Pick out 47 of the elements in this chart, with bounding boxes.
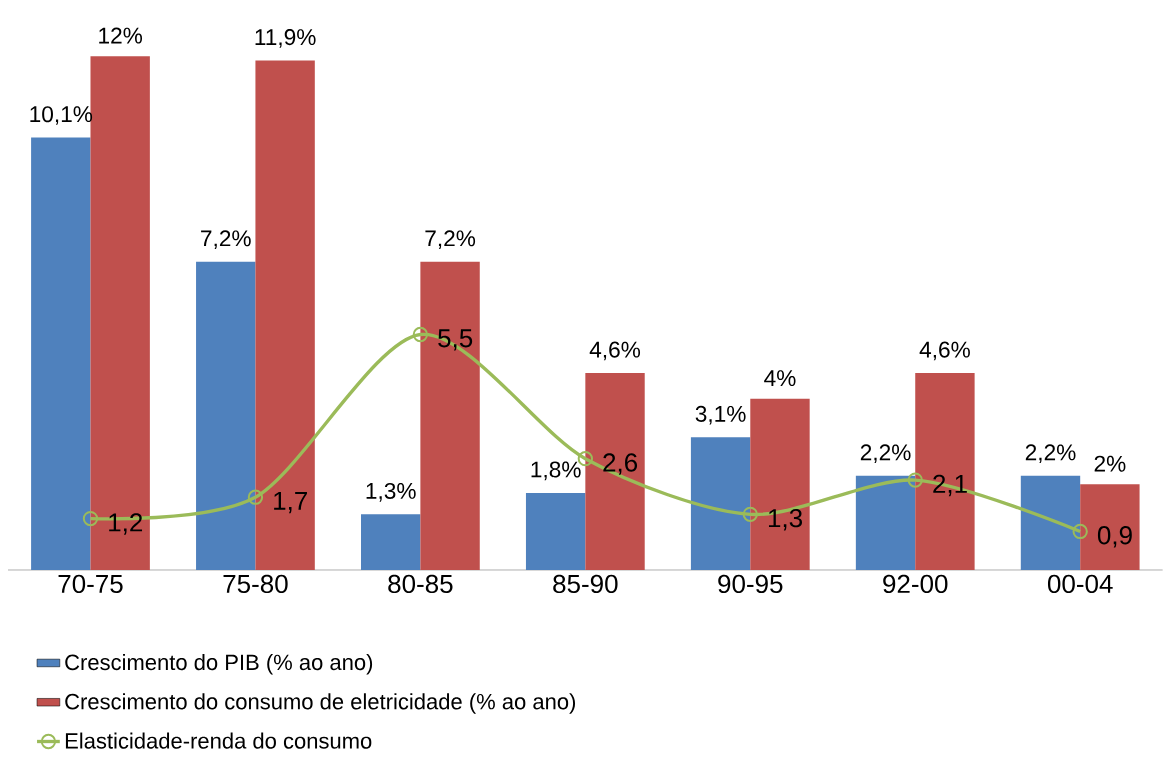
data-label: 7,2% [201, 230, 251, 250]
bar [915, 373, 975, 570]
x-tick-label: 80-85 [388, 574, 453, 594]
legend-label: Crescimento do PIB (% ao ano) [65, 654, 373, 675]
bar [420, 261, 480, 570]
bar [196, 261, 256, 570]
data-label: 4% [764, 370, 796, 387]
data-label: 4,6% [589, 341, 641, 361]
bar [855, 475, 916, 570]
bar [31, 137, 91, 570]
data-label: 2,2% [1025, 444, 1076, 464]
x-tick-label: 70-75 [58, 574, 123, 594]
data-label: 4,6% [919, 341, 970, 361]
point [412, 326, 429, 343]
bar [1020, 475, 1081, 570]
x-tick-label: 85-90 [553, 574, 618, 594]
point [82, 510, 99, 527]
x-tick-label: 90-95 [718, 574, 783, 594]
data-label: 2,2% [860, 444, 911, 464]
bar [1080, 484, 1140, 570]
bar [585, 373, 645, 570]
x-tick-label: 92-00 [883, 574, 948, 594]
x-tick-label: 75-80 [223, 574, 288, 594]
data-label: 1,7 [274, 491, 307, 514]
data-label: 3,1% [695, 405, 746, 425]
data-label: 12% [99, 27, 143, 44]
point [742, 506, 758, 522]
point [1072, 523, 1088, 540]
bar [255, 60, 315, 570]
bar [90, 56, 150, 570]
bar [750, 398, 810, 570]
bar [361, 514, 421, 570]
bar [690, 437, 751, 570]
data-label: 2,6 [603, 453, 638, 475]
point [247, 489, 264, 505]
data-label: 1,3% [366, 482, 416, 502]
bar [525, 492, 586, 570]
data-label: 11,9% [255, 29, 316, 48]
data-label: 7,2% [425, 230, 476, 250]
point [907, 472, 923, 488]
data-label: 1,8% [531, 461, 581, 481]
data-label: 2% [1094, 455, 1126, 472]
x-tick-label: 00-04 [1047, 574, 1113, 594]
legend-label: Crescimento do consumo de eletricidade (% ao ano) [65, 693, 576, 714]
data-label: 0,9 [1097, 526, 1132, 548]
legend-label: Elasticidade-renda do consumo [65, 732, 372, 749]
data-label: 1,3 [768, 508, 802, 531]
